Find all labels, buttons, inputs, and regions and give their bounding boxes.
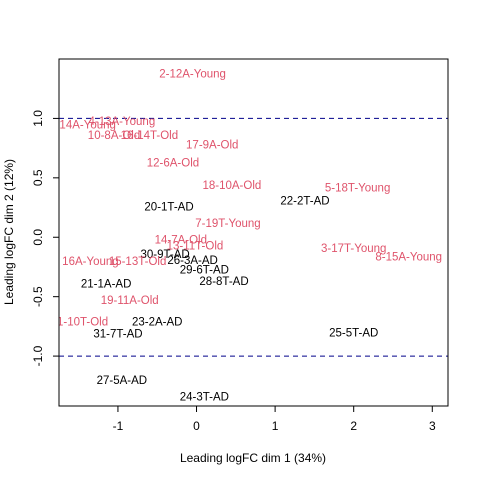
point-label: 14-7A-Old (155, 235, 207, 247)
point-label: 23-2A-AD (132, 317, 183, 329)
y-tick-label: -1.0 (31, 345, 45, 366)
x-axis: -1 0 1 2 3 (113, 406, 436, 433)
point-label: 6-14A-Young (49, 119, 116, 131)
x-tick-label: 3 (429, 419, 436, 433)
reference-lines (59, 117, 448, 357)
y-tick-label: 0.5 (31, 169, 45, 186)
x-tick-label: 0 (193, 419, 200, 433)
point-label: 26-3A-AD (167, 255, 218, 267)
point-label: 30-9T-AD (140, 249, 189, 261)
y-axis: -1.0 -0.5 0.0 0.5 1.0 (31, 110, 59, 366)
point-label: 3-17T-Young (321, 243, 386, 255)
point-label: 13-11T-Old (167, 241, 224, 253)
x-tick-label: 2 (350, 419, 357, 433)
point-label: 31-7T-AD (93, 329, 142, 341)
point-label: 5-18T-Young (325, 182, 390, 194)
y-tick-label: 0.0 (31, 229, 45, 246)
point-label: 21-1A-AD (81, 279, 132, 291)
point-label: 15-13T-Old (109, 256, 167, 268)
point-label: 29-6T-AD (180, 264, 229, 276)
y-tick-label: 1.0 (31, 110, 45, 127)
point-label: 19-11A-Old (101, 295, 159, 307)
point-label: 20-1T-AD (144, 201, 193, 213)
y-tick-label: -0.5 (31, 286, 45, 307)
x-tick-label: 1 (272, 419, 279, 433)
point-label: 28-8T-AD (199, 276, 248, 288)
point-label: 12-6A-Old (147, 157, 199, 169)
point-label: 4-13A-Young (89, 116, 156, 128)
point-label: 7-19T-Young (195, 218, 260, 230)
point-label: 22-2T-AD (280, 195, 329, 207)
point-label: 16A-Young (62, 256, 119, 268)
point-label: 1-10T-Old (57, 317, 108, 329)
point-label: 18-10A-Old (202, 180, 261, 192)
plot-frame (58, 58, 449, 407)
point-label: 27-5A-AD (97, 375, 148, 387)
x-axis-label: Leading logFC dim 1 (34%) (180, 451, 326, 465)
point-label: 24-3T-AD (180, 391, 229, 403)
point-label: 17-9A-Old (186, 140, 238, 152)
point-label: 25-5T-AD (329, 327, 378, 339)
point-label: 16-14T-Old (121, 130, 179, 142)
y-axis-label: Leading logFC dim 2 (12%) (2, 159, 16, 305)
point-label: 10-8A-Old (88, 130, 140, 142)
point-label: 2-12A-Young (159, 68, 226, 80)
x-tick-label: -1 (113, 419, 124, 433)
point-label: 8-15A-Young (375, 251, 442, 263)
